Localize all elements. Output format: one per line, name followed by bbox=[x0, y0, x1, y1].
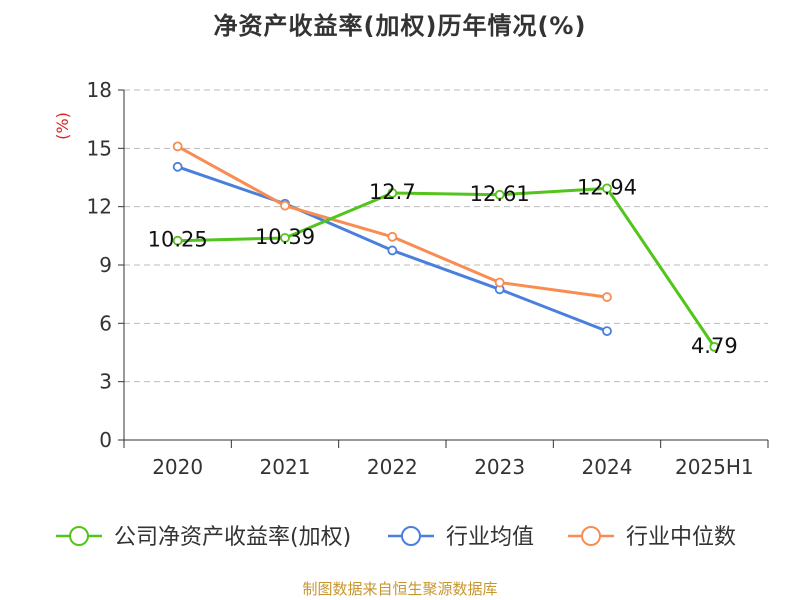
y-tick-label: 15 bbox=[87, 136, 112, 160]
x-tick-label: 2020 bbox=[152, 455, 203, 479]
data-point bbox=[602, 183, 612, 194]
series-line bbox=[176, 144, 609, 299]
data-label: 12.7 bbox=[369, 180, 416, 204]
legend-swatch-marker bbox=[69, 526, 89, 546]
legend[interactable]: 公司净资产收益率(加权) 行业均值 行业中位数 bbox=[56, 525, 736, 550]
legend-item[interactable]: 公司净资产收益率(加权) bbox=[56, 525, 351, 550]
data-point bbox=[172, 161, 183, 172]
data-label: 4.79 bbox=[691, 334, 738, 358]
data-point bbox=[280, 200, 290, 211]
legend-label: 公司净资产收益率(加权) bbox=[114, 525, 351, 550]
legend-item[interactable]: 行业均值 bbox=[388, 525, 534, 550]
data-point bbox=[172, 235, 183, 246]
y-tick-label: 9 bbox=[99, 253, 112, 277]
data-point bbox=[172, 141, 183, 152]
axes: 0 3 6 9 12 15 18 2020 2021 2022 2023 2024 2025H1 (%) bbox=[53, 78, 769, 479]
grid-lines bbox=[124, 89, 768, 383]
data-label: 10.25 bbox=[148, 228, 208, 252]
x-tick-label: 2023 bbox=[474, 455, 525, 479]
x-tick-label: 2021 bbox=[260, 455, 311, 479]
x-tick-label: 2022 bbox=[367, 455, 418, 479]
chart-title: 净资产收益率(加权)历年情况(%) bbox=[213, 12, 587, 40]
data-label: 12.61 bbox=[470, 182, 530, 206]
x-tick-label: 2025H1 bbox=[675, 455, 754, 479]
data-point bbox=[494, 189, 505, 200]
data-label: 12.94 bbox=[577, 175, 637, 199]
legend-item[interactable]: 行业中位数 bbox=[568, 525, 736, 550]
data-label: 10.39 bbox=[255, 225, 315, 249]
data-point bbox=[602, 326, 612, 337]
legend-label: 行业均值 bbox=[446, 525, 534, 550]
series-line bbox=[176, 186, 716, 349]
legend-swatch-marker bbox=[401, 526, 421, 546]
data-point bbox=[387, 188, 398, 198]
y-tick-label: 3 bbox=[99, 370, 112, 394]
data-labels: 10.25 10.39 12.7 12.61 12.94 4.79 bbox=[148, 175, 738, 357]
legend-swatch-marker bbox=[581, 526, 601, 546]
y-tick-label: 12 bbox=[87, 195, 112, 219]
data-point bbox=[387, 245, 398, 256]
data-point bbox=[387, 231, 398, 242]
source-note: 制图数据来自恒生聚源数据库 bbox=[302, 580, 498, 598]
data-point bbox=[494, 277, 505, 288]
y-axis-label: (%) bbox=[53, 112, 72, 140]
data-point bbox=[280, 233, 290, 243]
data-point bbox=[602, 292, 612, 302]
legend-label: 行业中位数 bbox=[626, 525, 736, 550]
y-tick-label: 18 bbox=[87, 78, 112, 102]
data-point bbox=[709, 341, 720, 352]
x-tick-label: 2024 bbox=[582, 455, 633, 479]
y-tick-label: 0 bbox=[99, 428, 112, 452]
y-tick-label: 6 bbox=[99, 311, 112, 335]
series-lines bbox=[172, 141, 720, 352]
